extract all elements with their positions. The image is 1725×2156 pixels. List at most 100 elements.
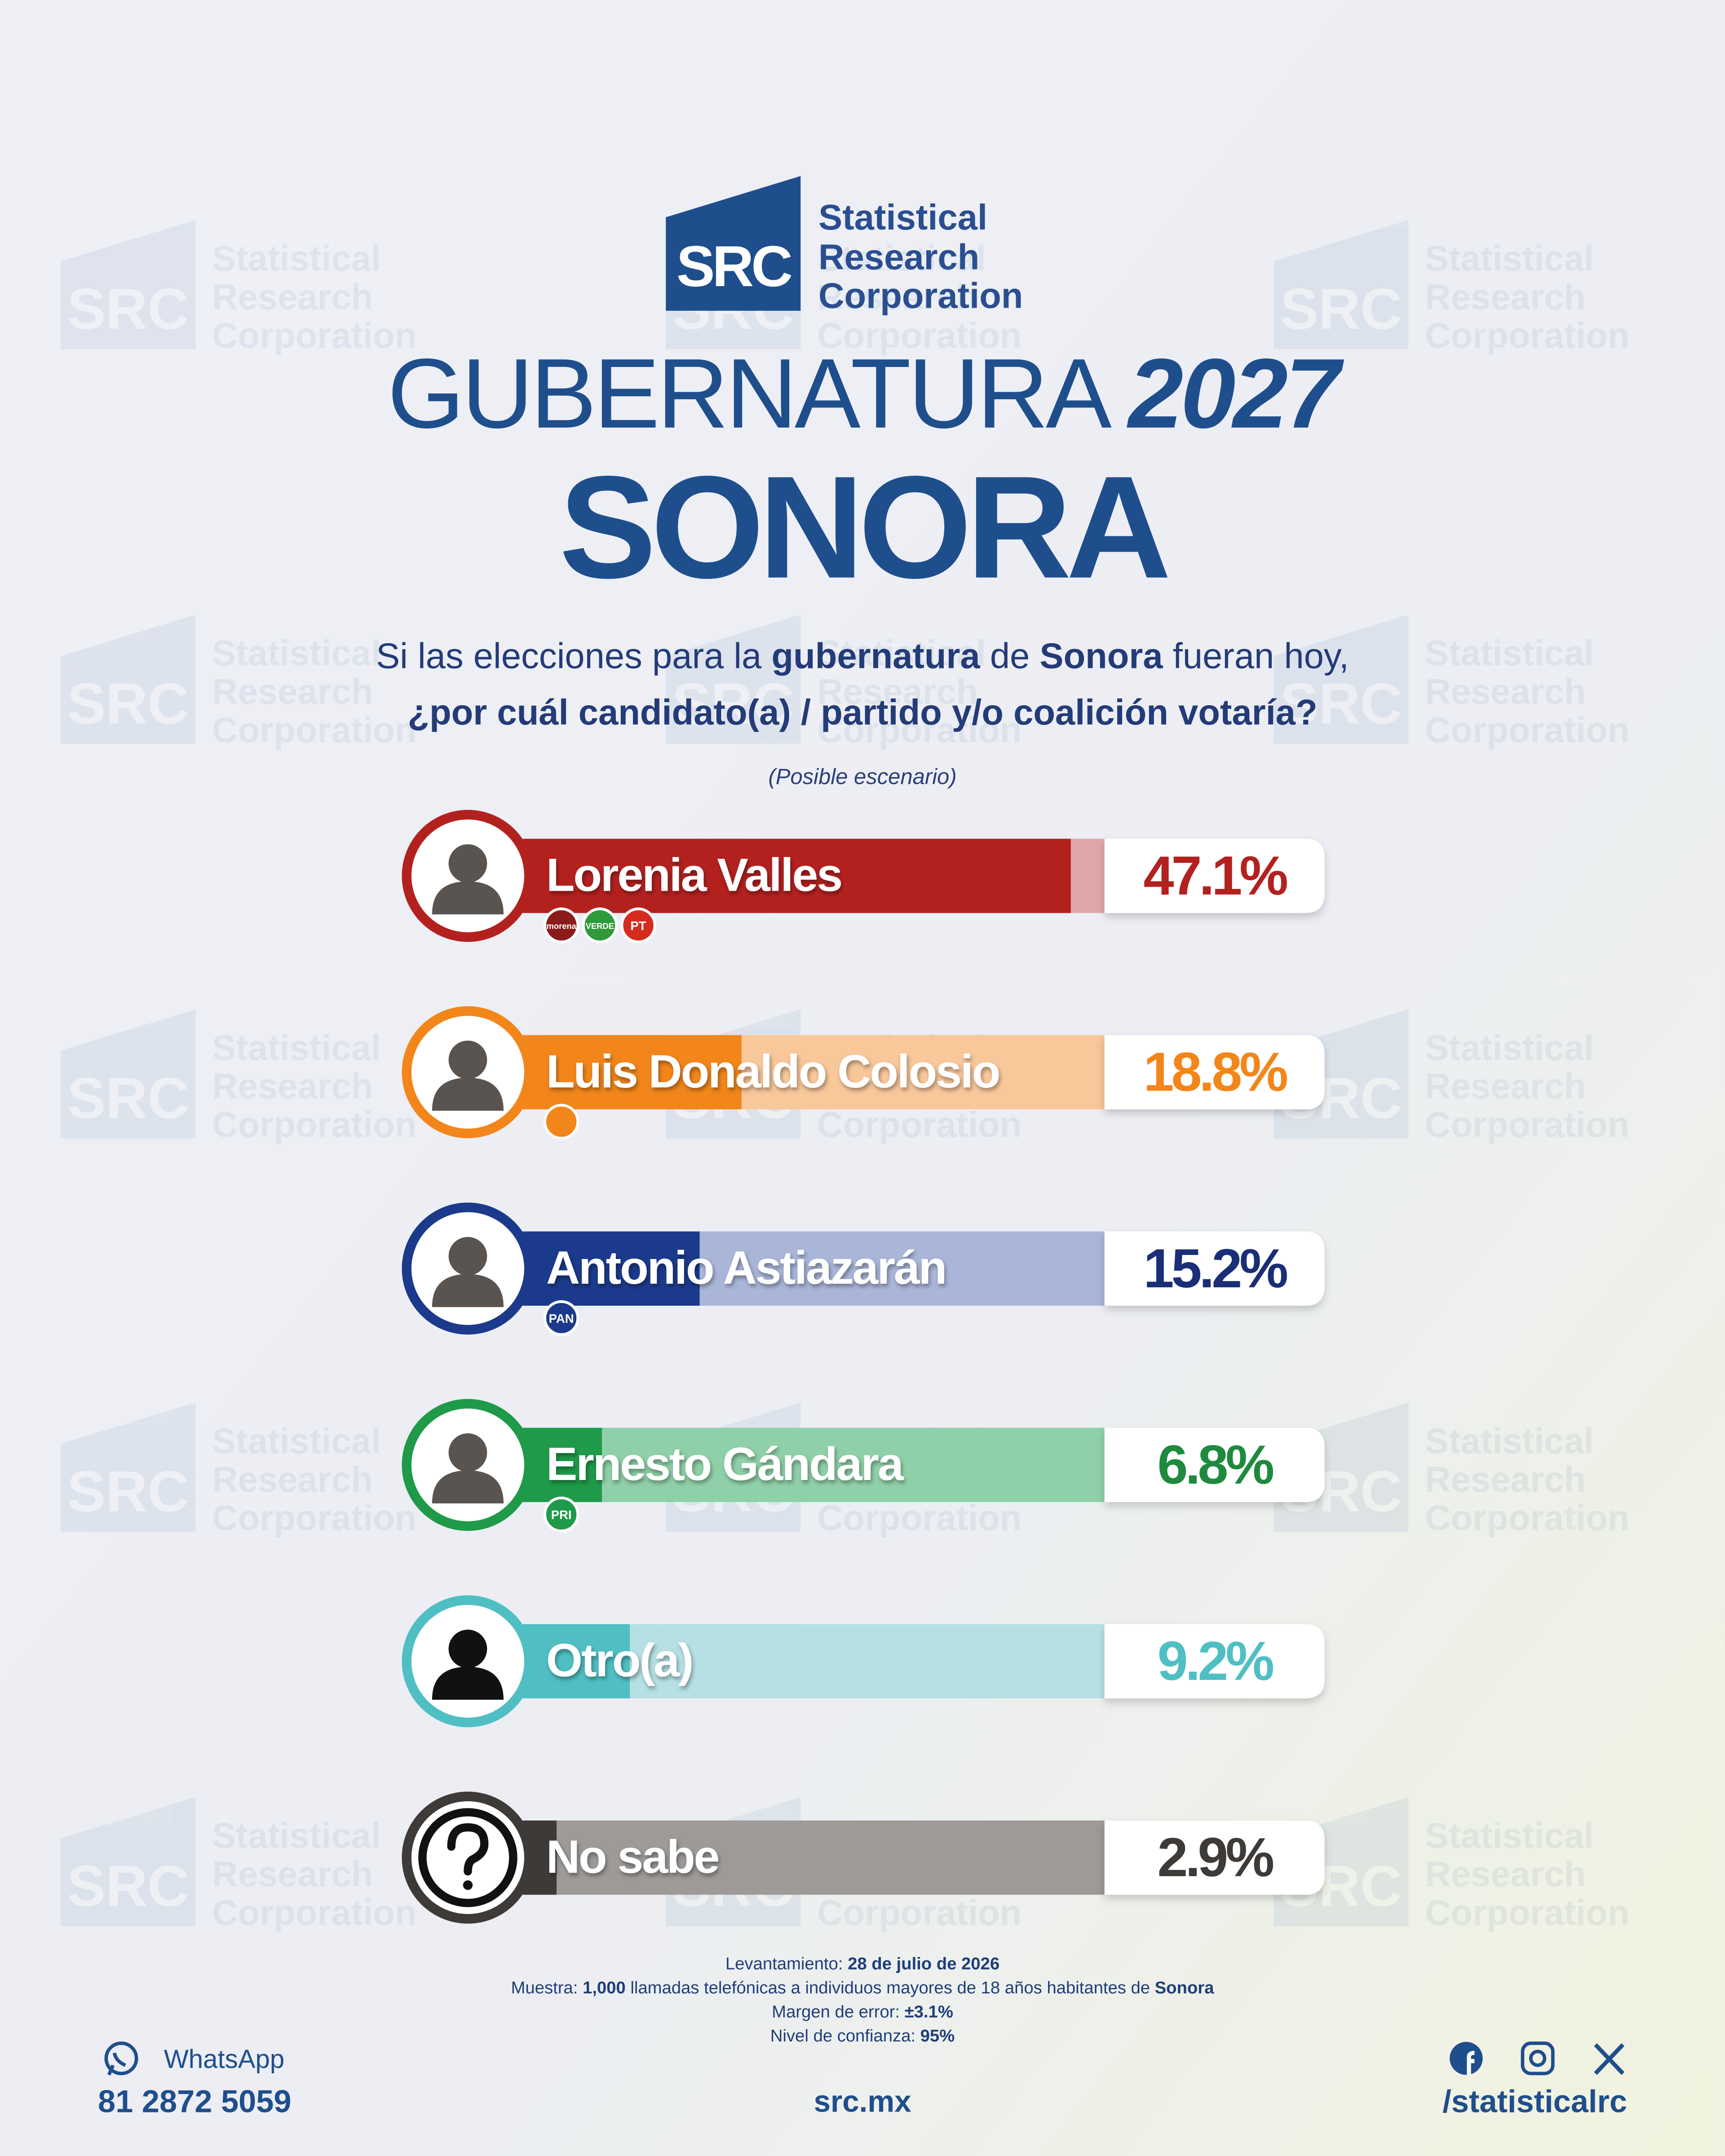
watermark-shape: [61, 1797, 196, 1926]
avatar-icon: [426, 1816, 509, 1899]
bar-row: 9.2% Otro(a): [402, 1595, 1325, 1727]
watermark-name: Corporation: [212, 1498, 416, 1538]
candidate-name: No sabe: [546, 1831, 719, 1883]
watermark-name: Research: [212, 1854, 373, 1894]
party-label: morena: [546, 921, 576, 931]
methodology-line: Muestra: 1,000 llamadas telefónicas a in…: [511, 1978, 1215, 1997]
value-box: [1104, 1820, 1325, 1895]
bar: [522, 1427, 602, 1502]
watermark-name: Statistical: [817, 633, 986, 673]
watermark-name: Statistical: [1425, 633, 1594, 673]
methodology-line-part: 28 de julio de 2026: [848, 1954, 1000, 1974]
watermark-name: Corporation: [212, 315, 416, 355]
methodology-line-part: Margen de error:: [772, 2002, 905, 2022]
methodology-line: Levantamiento: 28 de julio de 2026: [725, 1954, 1000, 1974]
site: src.mx: [814, 2085, 911, 2118]
watermark-name: Statistical: [1425, 1816, 1594, 1856]
watermark-name: Research: [1425, 672, 1586, 711]
methodology-line-part: llamadas telefónicas a individuos mayore…: [626, 1978, 1155, 1997]
watermark-name: Corporation: [212, 710, 416, 750]
watermark-name: Corporation: [1425, 1892, 1629, 1932]
watermark-initials: SRC: [67, 277, 189, 341]
question-line-part: de: [980, 636, 1040, 676]
watermark-name: Corporation: [212, 1105, 416, 1144]
party-badge: [620, 907, 656, 943]
watermark-name: Research: [817, 277, 978, 317]
footer: WhatsApp 81 2872 5059 src.mx /statistica…: [98, 2041, 1627, 2119]
party-label: PT: [630, 919, 646, 933]
party-label: PAN: [549, 1312, 574, 1325]
methodology-line-part: 95%: [920, 2026, 955, 2046]
bar: [522, 1624, 630, 1699]
subtitle: SONORA: [559, 446, 1169, 609]
watermark-shape: [61, 614, 196, 744]
title: GUBERNATURA 2027: [388, 338, 1345, 449]
watermark-name: Research: [1425, 1459, 1586, 1499]
watermark-initials: SRC: [1280, 672, 1402, 736]
avatar-icon: [448, 1630, 487, 1668]
candidate-name: Ernesto Gándara: [546, 1438, 904, 1490]
question-icon: [447, 1823, 489, 1876]
watermark-name: Research: [212, 1066, 373, 1106]
watermark-initials: SRC: [67, 1854, 189, 1918]
watermark-name: Corporation: [212, 1892, 416, 1932]
bar-row: 6.8% Ernesto Gándara PRI: [402, 1399, 1325, 1533]
watermark-initials: SRC: [67, 672, 189, 736]
logo-name: Statistical: [818, 197, 987, 237]
watermark-name: Research: [212, 672, 373, 711]
watermark-name: Statistical: [212, 239, 381, 278]
bar-row: 47.1% Lorenia Valles morena VERDE PT: [402, 810, 1325, 943]
methodology-line-part: 1,000: [583, 1978, 626, 1997]
logo-initials: SRC: [677, 234, 792, 299]
value-label: 18.8%: [1143, 1041, 1287, 1103]
bar: [522, 1231, 700, 1306]
value-label: 15.2%: [1143, 1237, 1287, 1299]
instagram-icon: [1521, 2041, 1555, 2076]
social-icons: [1450, 2041, 1625, 2076]
candidate-name: Antonio Astiazarán: [546, 1242, 946, 1294]
watermark-shape: [61, 1402, 196, 1532]
watermark-name: Statistical: [212, 1028, 381, 1068]
bar-track: [522, 1427, 1105, 1502]
watermark-name: Statistical: [212, 1816, 381, 1856]
watermark-shape: [61, 1009, 196, 1139]
question-line-part: Si las elecciones para la: [376, 636, 771, 676]
watermark-name: Research: [1425, 1066, 1586, 1106]
question-line-part: gubernatura: [771, 636, 980, 676]
watermark-name: Statistical: [817, 239, 986, 278]
candidate-name: Otro(a): [546, 1635, 692, 1687]
phone: 81 2872 5059: [98, 2083, 292, 2119]
methodology-line: Margen de error: ±3.1%: [772, 2002, 953, 2022]
title-year: 2027: [1127, 338, 1345, 449]
avatar-icon: [448, 1237, 487, 1276]
value-box: [1104, 1427, 1325, 1502]
question-line-part: fueran hoy,: [1163, 636, 1349, 676]
methodology-line-part: Muestra:: [511, 1978, 583, 1997]
avatar-icon: [448, 1040, 487, 1079]
watermark-initials: SRC: [1280, 277, 1402, 341]
bar-track: [522, 1820, 1105, 1895]
question-line: ¿por cuál candidato(a) / partido y/o coa…: [407, 692, 1317, 732]
watermark-name: Statistical: [1425, 1028, 1594, 1068]
bar: [522, 839, 1071, 913]
watermark-name: Statistical: [1425, 1421, 1594, 1461]
watermark-name: Statistical: [1425, 239, 1594, 278]
watermark-shape: [1274, 614, 1409, 744]
avatar-icon: [448, 844, 487, 883]
watermark-shape: [61, 220, 196, 349]
bar-row: 2.9% No sabe: [402, 1791, 1325, 1924]
bar-row: 15.2% Antonio Astiazarán PAN: [402, 1202, 1325, 1336]
party-badge: [543, 1300, 579, 1336]
watermark-name: Statistical: [212, 1421, 381, 1461]
value-box: [1104, 1035, 1325, 1109]
avatar-icon: [432, 1470, 504, 1504]
watermark-name: Research: [1425, 277, 1586, 317]
methodology: Levantamiento: 28 de julio de 2026 Muestr…: [511, 1954, 1215, 2046]
bar: [522, 1035, 742, 1109]
